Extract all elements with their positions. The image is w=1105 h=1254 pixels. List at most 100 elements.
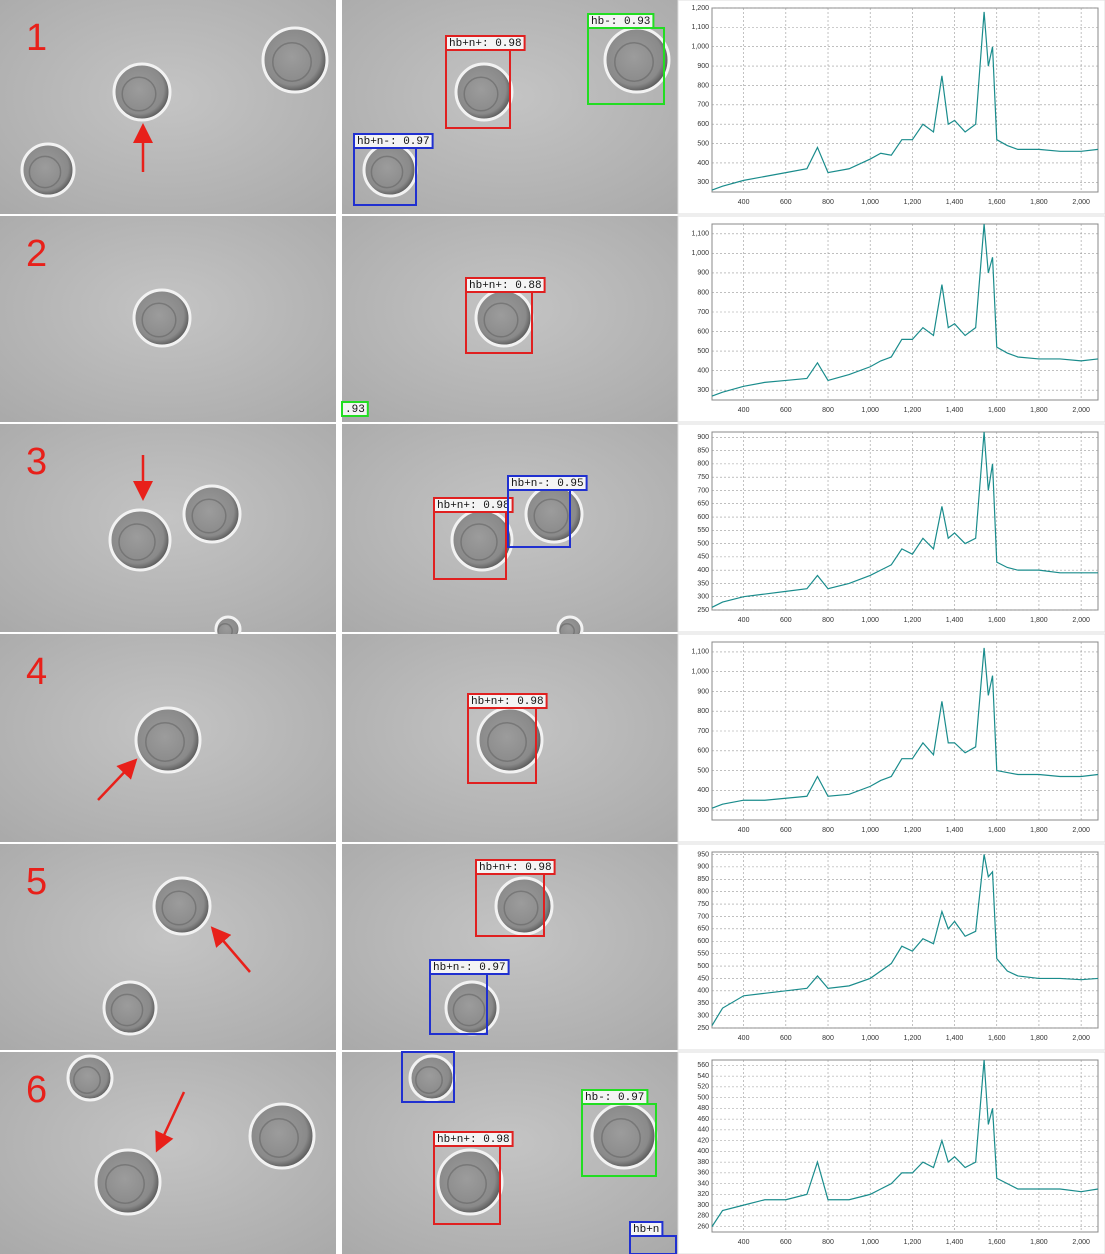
y-tick-label: 300 xyxy=(697,594,709,601)
x-tick-label: 400 xyxy=(738,199,750,206)
y-tick-label: 560 xyxy=(697,1062,709,1069)
plot-area xyxy=(712,1060,1098,1232)
x-tick-label: 400 xyxy=(738,1239,750,1246)
y-tick-label: 850 xyxy=(697,447,709,454)
y-tick-label: 480 xyxy=(697,1105,709,1112)
x-tick-label: 600 xyxy=(780,199,792,206)
x-tick-label: 1,200 xyxy=(904,1035,922,1042)
y-tick-label: 260 xyxy=(697,1223,709,1230)
x-tick-label: 400 xyxy=(738,1035,750,1042)
panel-number: 2 xyxy=(26,233,47,275)
y-tick-label: 800 xyxy=(697,82,709,89)
y-tick-label: 600 xyxy=(697,328,709,335)
x-tick-label: 1,800 xyxy=(1030,407,1048,414)
x-tick-label: 2,000 xyxy=(1072,407,1090,414)
x-tick-label: 1,400 xyxy=(946,827,964,834)
detection-label: hb+n-: 0.97 xyxy=(433,962,506,974)
y-tick-label: 400 xyxy=(697,567,709,574)
y-tick-label: 360 xyxy=(697,1170,709,1177)
x-tick-label: 600 xyxy=(780,1239,792,1246)
y-tick-label: 450 xyxy=(697,975,709,982)
x-tick-label: 2,000 xyxy=(1072,199,1090,206)
y-tick-label: 700 xyxy=(697,728,709,735)
y-tick-label: 1,100 xyxy=(691,231,709,238)
y-tick-label: 400 xyxy=(697,787,709,794)
y-tick-label: 350 xyxy=(697,580,709,587)
detection-label: hb-: 0.97 xyxy=(585,1092,644,1104)
y-tick-label: 750 xyxy=(697,901,709,908)
y-tick-label: 380 xyxy=(697,1159,709,1166)
detection-label: hb+n+: 0.98 xyxy=(437,1134,510,1146)
x-tick-label: 1,400 xyxy=(946,199,964,206)
x-tick-label: 1,200 xyxy=(904,1239,922,1246)
y-tick-label: 400 xyxy=(697,988,709,995)
y-tick-label: 600 xyxy=(697,938,709,945)
y-tick-label: 450 xyxy=(697,554,709,561)
x-tick-label: 1,600 xyxy=(988,617,1006,624)
x-tick-label: 1,600 xyxy=(988,407,1006,414)
x-tick-label: 400 xyxy=(738,407,750,414)
x-tick-label: 1,000 xyxy=(861,1239,879,1246)
y-tick-label: 340 xyxy=(697,1180,709,1187)
y-tick-label: 300 xyxy=(697,807,709,814)
y-tick-label: 500 xyxy=(697,348,709,355)
y-tick-label: 540 xyxy=(697,1073,709,1080)
x-tick-label: 1,000 xyxy=(861,827,879,834)
x-tick-label: 1,200 xyxy=(904,199,922,206)
panel-number: 6 xyxy=(26,1069,47,1111)
x-tick-label: 800 xyxy=(822,199,834,206)
plot-area xyxy=(712,8,1098,192)
x-tick-label: 1,600 xyxy=(988,1239,1006,1246)
y-tick-label: 600 xyxy=(697,121,709,128)
y-tick-label: 700 xyxy=(697,309,709,316)
detection-label: .93 xyxy=(345,404,365,416)
x-tick-label: 400 xyxy=(738,827,750,834)
y-tick-label: 800 xyxy=(697,708,709,715)
y-tick-label: 500 xyxy=(697,1094,709,1101)
x-tick-label: 2,000 xyxy=(1072,1035,1090,1042)
x-tick-label: 800 xyxy=(822,827,834,834)
y-tick-label: 1,000 xyxy=(691,44,709,51)
y-tick-label: 520 xyxy=(697,1084,709,1091)
y-tick-label: 400 xyxy=(697,368,709,375)
y-tick-label: 300 xyxy=(697,179,709,186)
x-tick-label: 1,000 xyxy=(861,199,879,206)
x-tick-label: 1,200 xyxy=(904,617,922,624)
y-tick-label: 320 xyxy=(697,1191,709,1198)
x-tick-label: 2,000 xyxy=(1072,827,1090,834)
y-tick-label: 400 xyxy=(697,160,709,167)
detection-label: hb+n+: 0.98 xyxy=(449,38,522,50)
y-tick-label: 500 xyxy=(697,963,709,970)
panel-number: 5 xyxy=(26,861,47,903)
x-tick-label: 800 xyxy=(822,1239,834,1246)
x-tick-label: 600 xyxy=(780,1035,792,1042)
y-tick-label: 460 xyxy=(697,1116,709,1123)
y-tick-label: 400 xyxy=(697,1148,709,1155)
x-tick-label: 1,800 xyxy=(1030,1239,1048,1246)
panel-number: 3 xyxy=(26,441,47,483)
x-tick-label: 1,400 xyxy=(946,1035,964,1042)
x-tick-label: 1,800 xyxy=(1030,827,1048,834)
x-tick-label: 1,800 xyxy=(1030,199,1048,206)
y-tick-label: 1,200 xyxy=(691,5,709,12)
y-tick-label: 500 xyxy=(697,140,709,147)
x-tick-label: 600 xyxy=(780,407,792,414)
x-tick-label: 1,800 xyxy=(1030,617,1048,624)
y-tick-label: 800 xyxy=(697,461,709,468)
x-tick-label: 1,400 xyxy=(946,407,964,414)
detection-label: hb-: 0.93 xyxy=(591,16,650,28)
y-tick-label: 300 xyxy=(697,387,709,394)
detection-label: hb+n xyxy=(633,1224,659,1236)
plot-area xyxy=(712,852,1098,1028)
y-tick-label: 250 xyxy=(697,1025,709,1032)
x-tick-label: 800 xyxy=(822,1035,834,1042)
detection-label: hb+n+: 0.98 xyxy=(479,862,552,874)
x-tick-label: 1,000 xyxy=(861,1035,879,1042)
y-tick-label: 800 xyxy=(697,889,709,896)
y-tick-label: 300 xyxy=(697,1012,709,1019)
x-tick-label: 2,000 xyxy=(1072,617,1090,624)
x-tick-label: 600 xyxy=(780,827,792,834)
detection-label: hb+n+: 0.98 xyxy=(437,500,510,512)
detection-label: hb+n-: 0.95 xyxy=(511,478,584,490)
y-tick-label: 800 xyxy=(697,289,709,296)
